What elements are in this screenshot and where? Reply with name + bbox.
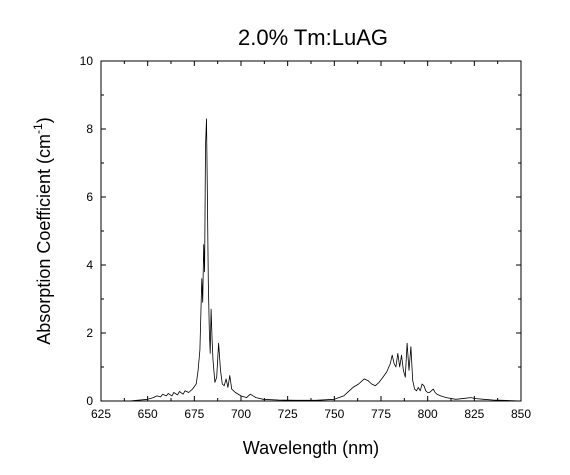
y-tick-label: 6 [86, 190, 93, 204]
x-axis-ticks: 625 650 675 700 725 750 775 800 825 850 [91, 61, 531, 421]
y-axis-label-main: Absorption Coefficient (cm [34, 134, 54, 345]
absorption-series-line [101, 118, 522, 402]
y-axis-label: Absorption Coefficient (cm-1) [31, 117, 54, 344]
x-tick-label: 725 [278, 407, 298, 421]
chart-title: 2.0% Tm:LuAG [238, 25, 388, 50]
x-tick-label: 750 [324, 407, 344, 421]
x-tick-label: 800 [418, 407, 438, 421]
plot-frame [100, 60, 522, 402]
y-tick-label: 4 [86, 258, 93, 272]
y-axis-label-close: ) [34, 117, 54, 123]
x-tick-label: 700 [231, 407, 251, 421]
x-tick-label: 775 [371, 407, 391, 421]
x-tick-label: 675 [184, 407, 204, 421]
x-axis-label: Wavelength (nm) [243, 438, 379, 458]
x-tick-label: 825 [464, 407, 484, 421]
x-tick-label: 650 [138, 407, 158, 421]
y-axis-label-superscript: -1 [31, 123, 45, 134]
y-axis-ticks: 0 2 4 6 8 10 [80, 54, 521, 408]
y-tick-label: 8 [86, 122, 93, 136]
y-tick-label: 10 [80, 54, 94, 68]
x-tick-label: 850 [511, 407, 531, 421]
y-tick-label: 0 [86, 394, 93, 408]
y-tick-label: 2 [86, 326, 93, 340]
x-tick-label: 625 [91, 407, 111, 421]
